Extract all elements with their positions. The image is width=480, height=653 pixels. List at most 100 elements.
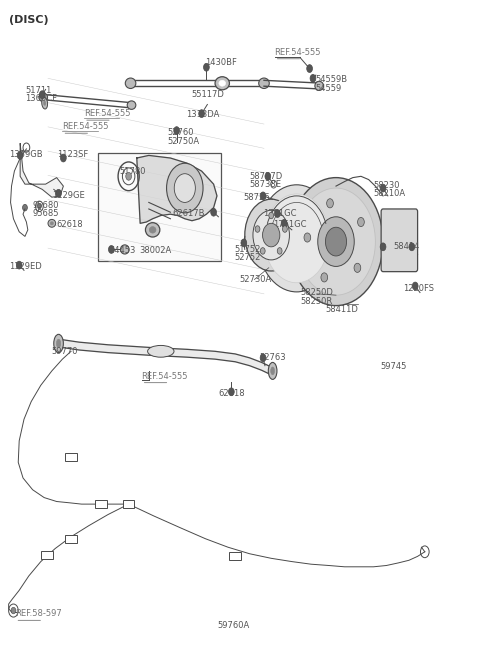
Circle shape [380,184,386,192]
Ellipse shape [259,78,269,88]
Ellipse shape [57,340,60,348]
Circle shape [409,243,415,251]
Circle shape [56,189,61,197]
Circle shape [126,172,132,180]
Circle shape [174,127,180,135]
Text: (DISC): (DISC) [9,14,48,25]
Ellipse shape [268,362,277,379]
Circle shape [269,212,274,219]
Ellipse shape [42,97,48,109]
Text: 58414: 58414 [394,242,420,251]
Text: 51780: 51780 [119,167,145,176]
Ellipse shape [215,76,229,89]
Circle shape [253,210,289,260]
Text: 95680: 95680 [33,201,59,210]
Text: 62618: 62618 [218,389,245,398]
Text: 58737D: 58737D [250,172,283,181]
Ellipse shape [54,334,63,353]
FancyBboxPatch shape [229,552,241,560]
Circle shape [174,174,195,202]
Text: REF.54-555: REF.54-555 [84,109,131,118]
Text: REF.58-597: REF.58-597 [15,609,62,618]
Text: REF.54-555: REF.54-555 [62,122,109,131]
Circle shape [255,226,260,232]
Text: 54559B: 54559B [316,75,348,84]
Text: REF.54-555: REF.54-555 [275,48,321,57]
Text: 58726: 58726 [244,193,270,202]
Circle shape [358,217,364,227]
Text: 52763: 52763 [259,353,286,362]
Circle shape [275,210,280,217]
Text: 58210A: 58210A [373,189,406,199]
Text: 54453: 54453 [109,246,136,255]
Text: 59745: 59745 [380,362,407,372]
Circle shape [16,261,22,269]
Ellipse shape [148,345,174,357]
Ellipse shape [48,219,56,227]
Text: 55117D: 55117D [191,89,224,99]
Circle shape [204,63,209,71]
FancyBboxPatch shape [65,453,77,461]
Polygon shape [137,155,217,223]
Ellipse shape [127,101,136,110]
Text: 58230: 58230 [373,181,400,190]
Ellipse shape [50,221,53,225]
Text: 51752: 51752 [234,245,261,254]
Circle shape [281,219,287,227]
Text: 58250D: 58250D [300,288,333,297]
Circle shape [327,199,334,208]
Ellipse shape [149,227,156,233]
Text: 58411D: 58411D [325,305,358,314]
Circle shape [318,217,354,266]
Circle shape [199,110,204,118]
Polygon shape [61,340,271,375]
Circle shape [211,208,216,216]
Circle shape [167,163,203,213]
Ellipse shape [43,101,46,105]
Circle shape [283,226,288,232]
Circle shape [264,194,329,283]
FancyBboxPatch shape [65,535,77,543]
Circle shape [325,227,347,256]
Ellipse shape [125,78,136,88]
Circle shape [17,151,23,159]
Text: 62617B: 62617B [173,209,205,218]
Text: 1430BF: 1430BF [205,58,237,67]
Text: 1129GE: 1129GE [52,191,84,200]
Circle shape [39,91,45,99]
Circle shape [263,223,280,247]
FancyBboxPatch shape [41,551,53,559]
Ellipse shape [39,93,48,102]
Text: 52752: 52752 [234,253,261,263]
Circle shape [260,192,266,200]
Circle shape [245,199,298,271]
FancyBboxPatch shape [381,209,418,272]
Text: 58738E: 58738E [250,180,282,189]
Ellipse shape [120,245,129,254]
Text: 62618: 62618 [57,220,83,229]
FancyBboxPatch shape [95,500,107,508]
Circle shape [260,354,266,362]
Circle shape [265,172,271,180]
Text: 1360CF: 1360CF [25,94,57,103]
Text: REF.54-555: REF.54-555 [142,372,188,381]
Text: 52760: 52760 [167,128,193,137]
Text: 1339GB: 1339GB [9,150,42,159]
Circle shape [354,263,361,272]
Circle shape [380,243,386,251]
Text: 38002A: 38002A [139,246,171,255]
Text: 1751GC: 1751GC [263,209,297,218]
Text: 1123SF: 1123SF [57,150,88,159]
Circle shape [304,233,311,242]
FancyBboxPatch shape [123,500,134,508]
Text: 59760A: 59760A [217,621,249,630]
Text: 58250R: 58250R [300,296,332,306]
Circle shape [297,188,375,295]
Ellipse shape [219,80,226,86]
Circle shape [310,74,316,82]
Polygon shape [20,144,63,197]
Circle shape [23,204,27,211]
Text: 54559: 54559 [316,84,342,93]
Circle shape [228,388,234,396]
Text: 1313DA: 1313DA [186,110,220,119]
